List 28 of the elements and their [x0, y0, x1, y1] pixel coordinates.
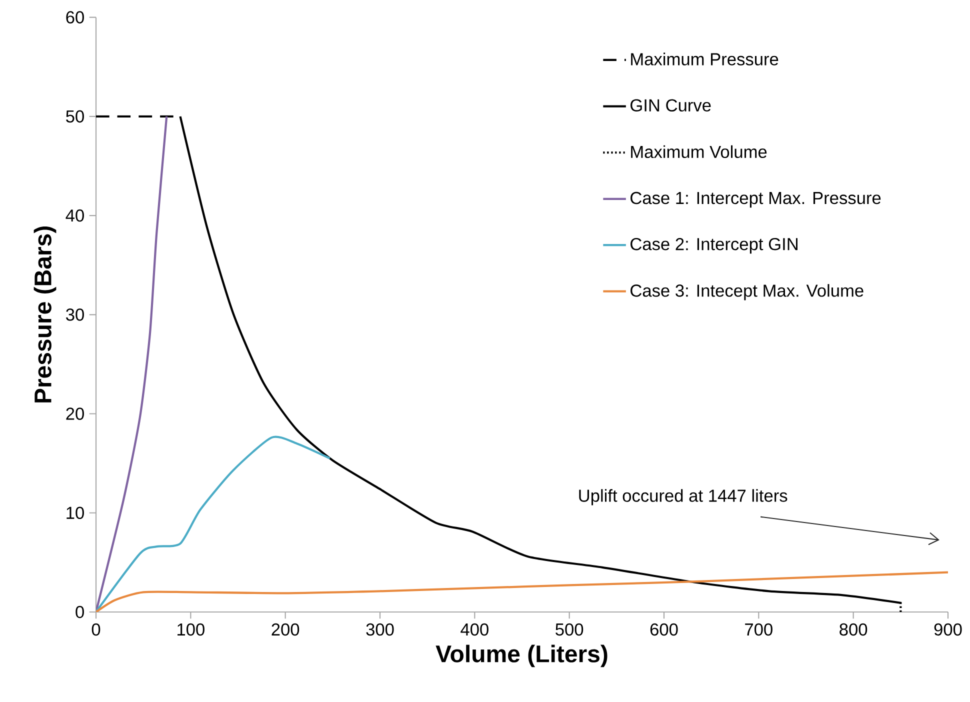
legend-label: Maximum Pressure	[631, 52, 778, 66]
legend-label: Maximum Volume	[631, 145, 767, 158]
y-tick-label: 0	[76, 606, 84, 618]
x-tick-label: 800	[840, 623, 868, 636]
x-tick-label: 700	[745, 623, 772, 636]
legend-label: Case 1: Intercept Max. Pressure	[630, 192, 881, 208]
legend-label: Case 3: Intecept Max. Volume	[630, 284, 864, 300]
x-tick-label: 0	[92, 623, 100, 636]
x-tick-label: 500	[556, 623, 584, 636]
x-tick-label: 900	[934, 623, 962, 636]
y-tick-label: 10	[66, 506, 84, 520]
x-tick-label: 600	[650, 623, 678, 636]
y-tick-label: 60	[66, 11, 84, 24]
legend-label: Case 2: Intercept GIN	[630, 238, 798, 254]
y-tick-label: 20	[66, 408, 84, 420]
x-axis-title: Volume (Liters)	[436, 644, 608, 668]
y-axis-title: Pressure (Bars)	[34, 226, 56, 402]
x-tick-label: 400	[460, 623, 488, 636]
y-tick-label: 50	[66, 110, 84, 123]
line-series	[96, 436, 331, 612]
x-tick-label: 100	[178, 623, 204, 636]
legend-label: GIN Curve	[630, 99, 711, 112]
y-tick-label: 40	[66, 209, 84, 222]
x-tick-label: 300	[366, 623, 394, 636]
line-series	[96, 115, 168, 612]
annotation: Uplift occured at 1447 liters	[579, 489, 788, 506]
y-tick-label: 30	[66, 308, 84, 321]
x-tick-label: 200	[272, 623, 300, 636]
